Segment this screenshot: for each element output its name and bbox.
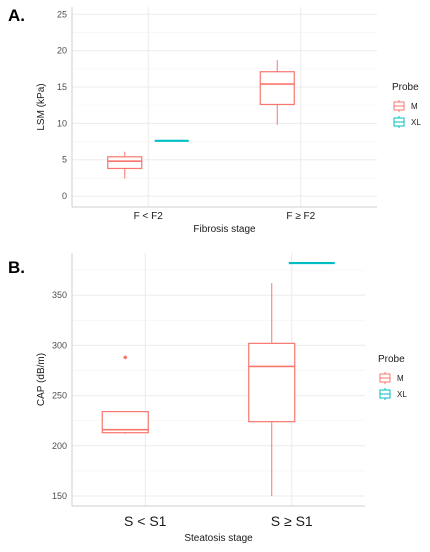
- x-tick-label: F < F2: [134, 211, 164, 222]
- y-axis-title: CAP (dB/m): [36, 353, 47, 406]
- box-M-1: [259, 60, 295, 125]
- legend-title: Probe: [378, 354, 405, 365]
- box-iqr: [259, 71, 295, 106]
- x-axis-title: Fibrosis stage: [193, 224, 256, 235]
- box-iqr: [101, 411, 149, 434]
- legend-label: M: [397, 374, 404, 383]
- y-tick-label: 350: [52, 290, 67, 300]
- legend-label: M: [411, 102, 418, 111]
- y-tick-label: 150: [52, 491, 67, 501]
- panel-label: A.: [8, 6, 25, 25]
- x-axis-title: Steatosis stage: [184, 533, 253, 544]
- x-tick-label: F ≥ F2: [286, 211, 315, 222]
- legend-label: XL: [411, 118, 421, 127]
- box-iqr: [248, 342, 296, 423]
- x-tick-label: S < S1: [124, 513, 167, 529]
- y-tick-label: 250: [52, 391, 67, 401]
- y-tick-label: 200: [52, 441, 67, 451]
- panel-a: A. 0 5 10 15 20 25 F < F2 F ≥ F2 Fibrosis stage L…: [0, 0, 430, 245]
- x-tick-label: S ≥ S1: [271, 513, 313, 529]
- y-tick-label: 5: [62, 155, 67, 165]
- legend-title: Probe: [392, 82, 419, 93]
- boxplot-chart-fibrosis: 0 5 10 15 20 25 F < F2 F ≥ F2 Fibrosis stage LSM …: [36, 7, 421, 235]
- y-axis-title: LSM (kPa): [36, 83, 47, 130]
- box-M-0: [101, 355, 149, 434]
- y-tick-label: 300: [52, 340, 67, 350]
- legend: Probe M XL: [392, 82, 421, 128]
- box-M-0: [107, 151, 143, 179]
- y-tick-label: 15: [57, 82, 67, 92]
- legend-label: XL: [397, 390, 407, 399]
- box-M-1: [248, 283, 296, 496]
- outlier-point: [123, 355, 128, 360]
- y-tick-label: 10: [57, 118, 67, 128]
- y-tick-label: 0: [62, 191, 67, 201]
- box-iqr: [107, 156, 143, 170]
- panel-label: B.: [8, 258, 25, 277]
- y-tick-label: 25: [57, 9, 67, 19]
- legend: Probe M XL: [378, 354, 407, 400]
- boxplot-chart-steatosis: 150 200 250 300 350 S < S1 S ≥ S1 Steatosis sta…: [36, 253, 407, 544]
- y-tick-label: 20: [57, 46, 67, 56]
- panel-b: B. 150 200 250 300 350 S < S1 S ≥ S1 Steatosis …: [0, 250, 430, 552]
